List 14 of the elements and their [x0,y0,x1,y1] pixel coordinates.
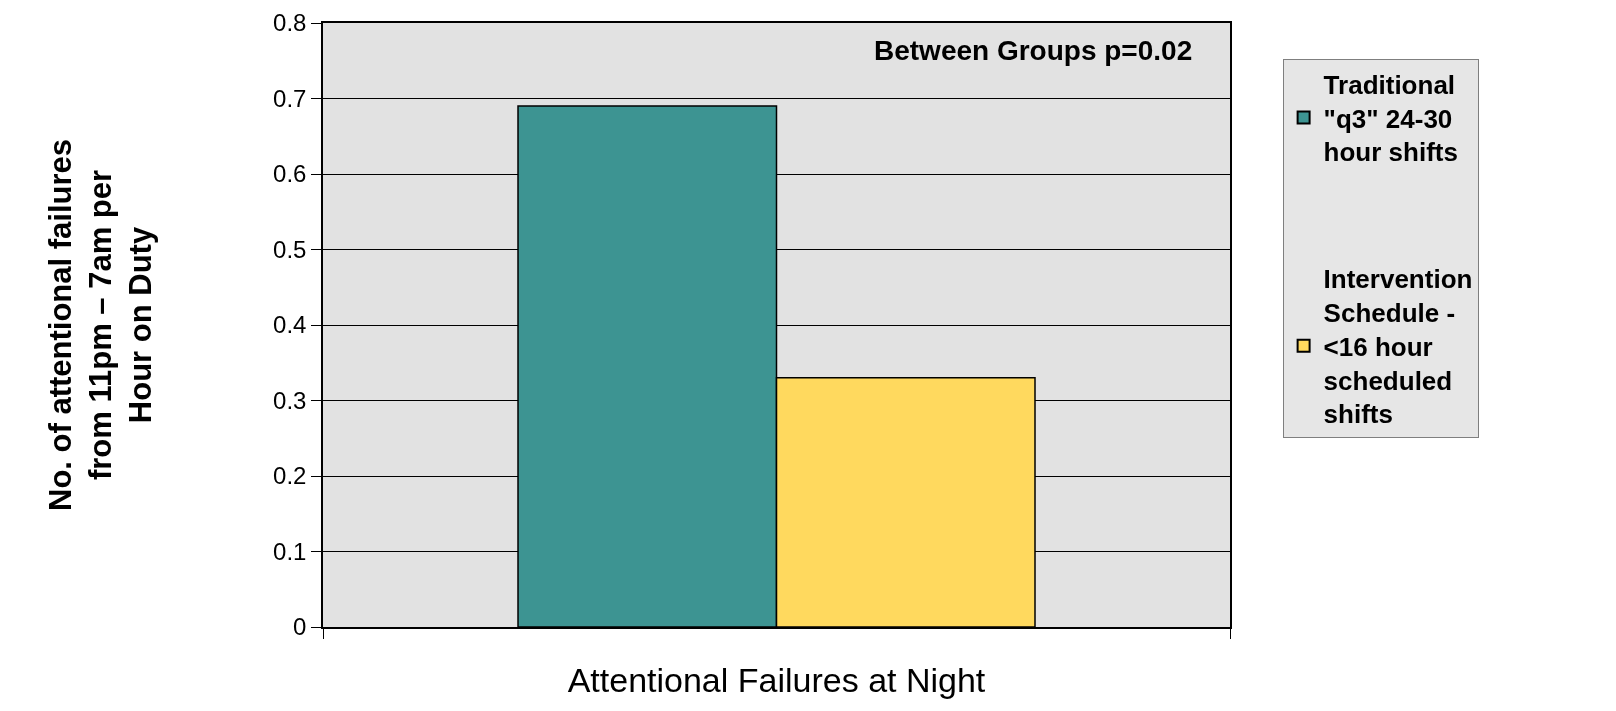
legend-label: Intervention Schedule - <16 hour scheduled shifts [1323,264,1473,430]
y-axis-title: No. of attentional failures from 11pm – 7am per Hour on Duty [42,138,159,512]
y-tick-label: 0 [293,613,307,641]
y-tick-label: 0.2 [273,462,307,490]
annotation: Between Groups p=0.02 [874,35,1193,66]
y-tick-label: 0.4 [273,311,307,339]
y-tick-label: 0.3 [273,386,307,414]
y-tick-label: 0.8 [273,9,307,37]
y-tick-label: 0.5 [273,235,307,263]
y-tick-label: 0.7 [273,84,307,112]
y-tick-label: 0.6 [273,160,307,188]
legend-label: Traditional "q3" 24-30 hour shifts [1323,69,1458,168]
y-tick-label: 0.1 [273,537,307,565]
x-axis-title: Attentional Failures at Night [567,660,986,699]
